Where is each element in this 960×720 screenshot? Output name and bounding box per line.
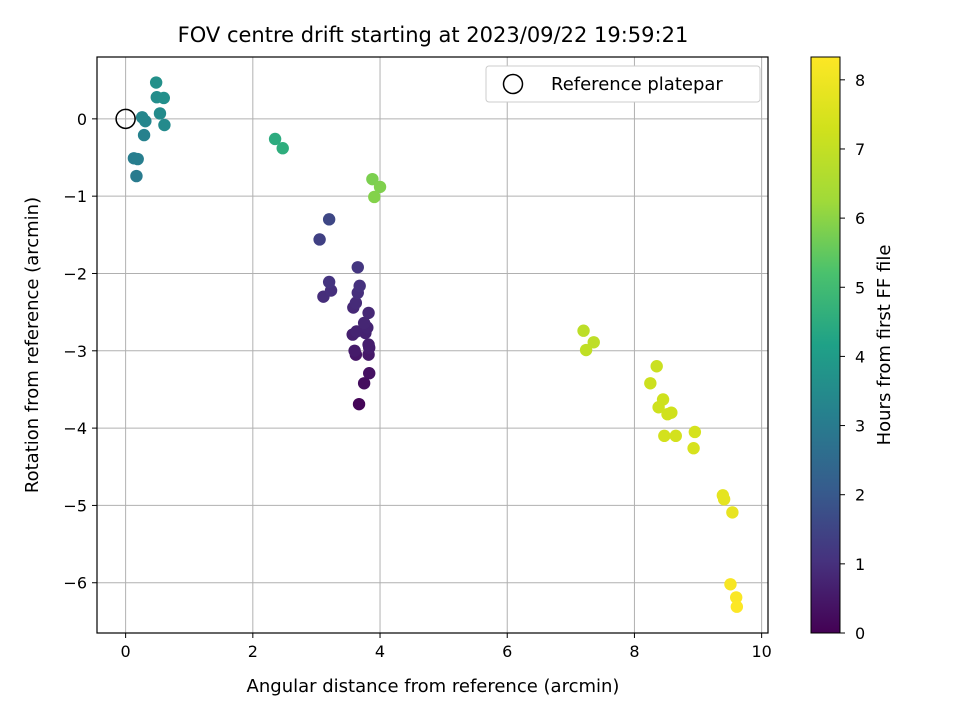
data-point bbox=[717, 493, 731, 506]
data-point bbox=[729, 591, 743, 604]
data-point bbox=[351, 261, 364, 274]
data-point bbox=[724, 578, 737, 591]
data-point bbox=[577, 324, 590, 337]
y-tick-label: −4 bbox=[63, 419, 87, 438]
data-point bbox=[313, 233, 326, 246]
colorbar-tick-label: 8 bbox=[855, 71, 865, 90]
plot-area-frame bbox=[96, 56, 769, 634]
y-axis-label: Rotation from reference (arcmin) bbox=[22, 197, 43, 493]
data-point bbox=[348, 344, 361, 357]
data-point bbox=[363, 367, 376, 380]
y-axis-ticks: 0 −1 −2 −3 −4 −5 −6 bbox=[63, 110, 97, 593]
data-point bbox=[730, 600, 744, 613]
data-point bbox=[276, 142, 289, 155]
scatter-points bbox=[127, 76, 744, 613]
data-point bbox=[268, 132, 282, 146]
data-point bbox=[149, 76, 163, 89]
data-point bbox=[153, 107, 167, 120]
colorbar: 0 1 2 3 4 5 6 7 8 Hours from first FF file bbox=[810, 56, 895, 643]
x-tick-label: 10 bbox=[751, 642, 771, 661]
y-tick-label: −6 bbox=[63, 574, 87, 593]
data-point bbox=[322, 275, 336, 289]
x-tick-label: 4 bbox=[375, 642, 385, 661]
data-point bbox=[644, 377, 657, 390]
data-point bbox=[669, 429, 682, 443]
legend-marker-reference bbox=[502, 73, 524, 95]
data-point bbox=[130, 169, 143, 183]
colorbar-label: Hours from first FF file bbox=[874, 245, 895, 446]
y-tick-label: 0 bbox=[77, 110, 87, 129]
y-tick-label: −5 bbox=[63, 496, 87, 515]
data-point bbox=[687, 442, 700, 455]
reference-platepar-marker bbox=[115, 108, 136, 130]
colorbar-tick-label: 1 bbox=[855, 555, 865, 574]
data-point bbox=[688, 425, 702, 439]
colorbar-tick-label: 2 bbox=[855, 486, 865, 505]
data-point bbox=[366, 172, 379, 186]
colorbar-tick-label: 4 bbox=[855, 347, 865, 366]
data-point bbox=[368, 190, 381, 204]
legend-label-reference: Reference platepar bbox=[551, 74, 723, 95]
x-axis-ticks: 0 2 4 6 8 10 bbox=[121, 633, 772, 661]
data-point bbox=[357, 377, 371, 390]
colorbar-gradient bbox=[810, 56, 841, 634]
data-point bbox=[353, 279, 366, 293]
data-point bbox=[726, 506, 739, 519]
data-point bbox=[357, 316, 371, 330]
x-tick-label: 2 bbox=[248, 642, 258, 661]
legend-box bbox=[485, 65, 761, 103]
reference-marker bbox=[115, 108, 136, 130]
data-point bbox=[135, 111, 149, 124]
colorbar-tick-label: 3 bbox=[855, 417, 865, 436]
x-tick-label: 0 bbox=[121, 642, 131, 661]
data-point bbox=[350, 325, 363, 338]
colorbar-tick-label: 0 bbox=[855, 624, 865, 643]
legend: Reference platepar bbox=[485, 65, 761, 103]
data-point bbox=[322, 213, 336, 226]
colorbar-tick-label: 7 bbox=[855, 140, 865, 159]
colorbar-tick-label: 5 bbox=[855, 278, 865, 297]
x-tick-label: 8 bbox=[629, 642, 639, 661]
x-tick-label: 6 bbox=[502, 642, 512, 661]
data-point bbox=[579, 343, 593, 357]
data-point bbox=[137, 128, 151, 142]
data-point bbox=[362, 338, 375, 351]
data-point bbox=[131, 152, 144, 166]
data-point bbox=[650, 360, 663, 373]
y-tick-label: −3 bbox=[63, 342, 87, 361]
colorbar-tick-label: 6 bbox=[855, 209, 865, 228]
data-point bbox=[158, 118, 171, 132]
data-point bbox=[157, 91, 170, 105]
data-point bbox=[658, 429, 671, 443]
x-axis-label: Angular distance from reference (arcmin) bbox=[247, 676, 620, 697]
data-point bbox=[587, 336, 600, 349]
data-point bbox=[652, 401, 665, 414]
y-tick-label: −1 bbox=[63, 187, 87, 206]
grid-lines bbox=[97, 57, 768, 633]
data-point bbox=[349, 296, 363, 310]
colorbar-ticks: 0 1 2 3 4 5 6 7 8 bbox=[840, 71, 865, 643]
data-point bbox=[352, 397, 366, 411]
y-tick-label: −2 bbox=[63, 264, 87, 283]
chart-title: FOV centre drift starting at 2023/09/22 … bbox=[178, 23, 689, 47]
data-point bbox=[362, 306, 375, 320]
data-point bbox=[373, 180, 387, 194]
data-point bbox=[661, 407, 674, 421]
